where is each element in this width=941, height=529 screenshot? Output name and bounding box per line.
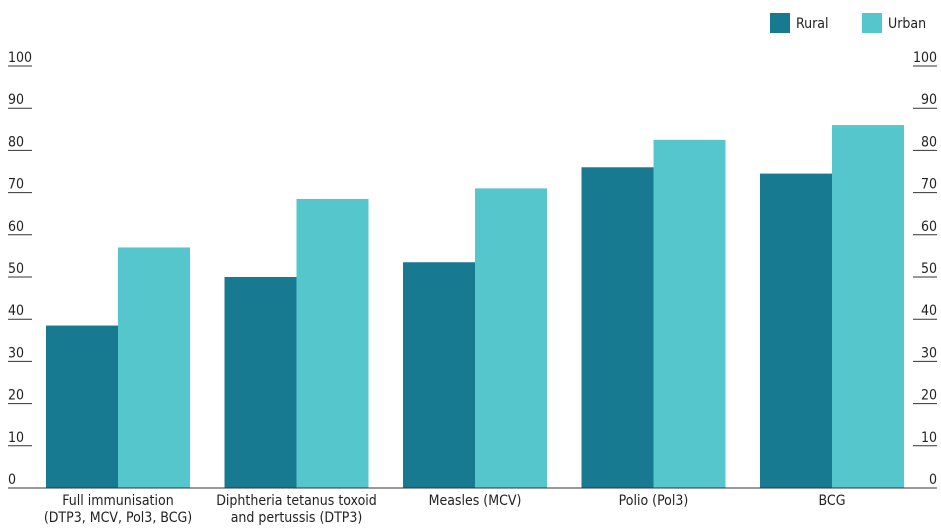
y-tick-label-left: 20 xyxy=(8,388,24,404)
category-label: BCG xyxy=(819,493,846,509)
bar-rural xyxy=(581,167,654,488)
y-tick-label-right: 40 xyxy=(921,303,937,319)
bars xyxy=(46,125,904,489)
y-axis-left: 0 10 20 30 40 50 60 70 80 90 100 xyxy=(8,50,32,488)
y-tick-label-left: 90 xyxy=(8,92,24,108)
legend-swatch-rural xyxy=(770,13,790,33)
bar-rural xyxy=(760,173,832,489)
bar-urban xyxy=(475,188,547,488)
legend: Rural Urban xyxy=(770,13,926,33)
y-tick-label-right: 100 xyxy=(913,50,937,66)
y-tick-label-right: 20 xyxy=(921,388,937,404)
y-tick-label-right: 80 xyxy=(921,134,937,150)
y-tick-label-right: 30 xyxy=(921,345,937,361)
bar-urban xyxy=(118,247,190,488)
y-tick-label-left: 70 xyxy=(8,177,24,193)
bar-rural xyxy=(403,262,475,488)
y-tick-label-right: 0 xyxy=(929,472,937,488)
bar-urban xyxy=(296,198,369,488)
category-label: Diphtheria tetanus toxoid and pertussis (… xyxy=(216,493,377,526)
y-tick-label-left: 10 xyxy=(8,430,24,446)
y-tick-label-right: 50 xyxy=(921,261,937,277)
legend-label-urban: Urban xyxy=(888,16,926,32)
y-tick-label-left: 60 xyxy=(8,219,24,235)
y-tick-label-left: 100 xyxy=(8,50,32,66)
category-label: Measles (MCV) xyxy=(429,493,522,509)
category-label: Polio (Pol3) xyxy=(619,493,689,509)
legend-swatch-urban xyxy=(862,13,882,33)
bar-rural xyxy=(224,277,297,488)
y-tick-label-right: 70 xyxy=(921,177,937,193)
x-axis: Full immunisation (DTP3, MCV, Pol3, BCG) D… xyxy=(8,487,937,526)
category-label: Full immunisation (DTP3, MCV, Pol3, BCG) xyxy=(44,493,192,526)
y-axis-right: 0 10 20 30 40 50 60 70 80 90 100 xyxy=(913,50,937,488)
y-tick-label-left: 50 xyxy=(8,261,24,277)
y-tick-label-right: 90 xyxy=(921,92,937,108)
bar-urban xyxy=(832,125,904,488)
bar-rural xyxy=(46,325,118,488)
y-tick-label-left: 80 xyxy=(8,134,24,150)
y-tick-label-left: 40 xyxy=(8,303,24,319)
bar-urban xyxy=(653,139,726,488)
y-tick-label-left: 0 xyxy=(8,472,16,488)
legend-label-rural: Rural xyxy=(796,16,829,32)
y-tick-label-right: 60 xyxy=(921,219,937,235)
y-tick-label-right: 10 xyxy=(921,430,937,446)
y-tick-label-left: 30 xyxy=(8,345,24,361)
